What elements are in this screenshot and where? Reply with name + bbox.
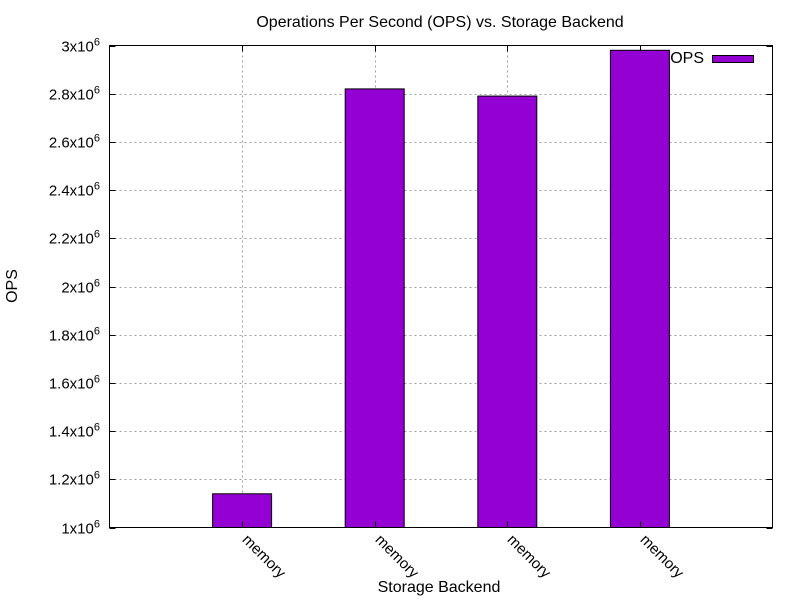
y-tick-label: 3x106 <box>61 37 100 56</box>
y-axis-title: OPS <box>4 269 21 303</box>
y-tick-label: 1.6x106 <box>49 374 100 393</box>
y-tick-label: 1.4x106 <box>49 422 100 441</box>
grid-lines <box>109 45 773 528</box>
y-tick-label: 2.4x106 <box>49 181 100 200</box>
y-tick-label: 1.2x106 <box>49 470 100 489</box>
bar <box>344 88 405 529</box>
x-tick-label: memory <box>372 531 423 582</box>
x-axis-title: Storage Backend <box>378 579 501 596</box>
bars <box>212 49 670 529</box>
y-tick-label: 1x106 <box>61 519 100 538</box>
bar <box>477 95 538 528</box>
axis-ticks <box>109 45 773 529</box>
plot-frame <box>109 45 773 528</box>
legend: OPS <box>670 50 754 67</box>
bar <box>609 49 670 529</box>
y-tick-label: 1.8x106 <box>49 326 100 345</box>
legend-swatch <box>712 55 754 63</box>
x-tick-label: memory <box>504 531 555 582</box>
legend-label: OPS <box>670 50 704 67</box>
x-tick-label: memory <box>239 531 290 582</box>
chart-title: Operations Per Second (OPS) vs. Storage … <box>256 14 623 31</box>
y-tick-label: 2.2x106 <box>49 229 100 248</box>
y-tick-label: 2.6x106 <box>49 133 100 152</box>
y-tick-label: 2x106 <box>61 278 100 297</box>
y-tick-label: 2.8x106 <box>49 85 100 104</box>
x-tick-labels: memory memory memory memory <box>239 531 688 582</box>
x-tick-label: memory <box>637 531 688 582</box>
y-tick-labels: 1x106 1.2x106 1.4x106 1.6x106 1.8x106 2x106 2.… <box>49 37 100 538</box>
